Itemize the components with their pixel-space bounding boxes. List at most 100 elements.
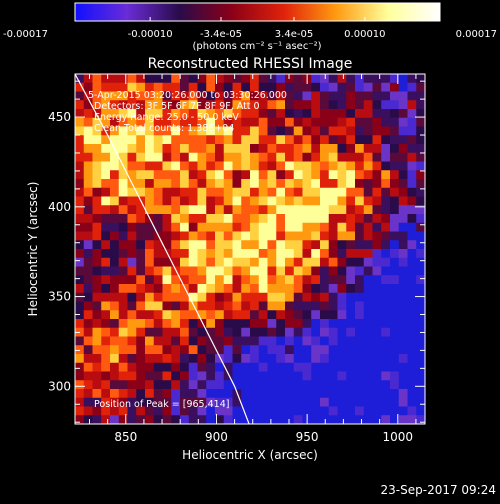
heatmap-cell [215, 109, 225, 119]
heatmap-cell [206, 144, 216, 154]
heatmap-cell [337, 214, 347, 224]
heatmap-cell [75, 415, 85, 424]
heatmap-cell [250, 214, 260, 224]
heatmap-cell [145, 82, 155, 92]
heatmap-cell [101, 371, 111, 381]
heatmap-cell [416, 109, 425, 119]
heatmap-cell [398, 380, 408, 390]
heatmap-cell [407, 240, 417, 250]
heatmap-cell [75, 126, 85, 136]
heatmap-cell [162, 152, 172, 162]
heatmap-cell [293, 170, 303, 180]
heatmap-cell [337, 406, 347, 416]
heatmap-cell [390, 222, 400, 232]
heatmap-cell [258, 117, 268, 127]
heatmap-cell [118, 135, 128, 145]
heatmap-cell [276, 82, 286, 92]
heatmap-cell [118, 214, 128, 224]
heatmap-cell [311, 214, 321, 224]
heatmap-cell [372, 179, 382, 189]
heatmap-cell [398, 196, 408, 206]
heatmap-cell [346, 126, 356, 136]
heatmap-cell [223, 91, 233, 101]
heatmap-cell [276, 275, 286, 285]
heatmap-cell [188, 222, 198, 232]
heatmap-cell [180, 397, 190, 407]
heatmap-cell [145, 257, 155, 267]
heatmap-cell [355, 91, 365, 101]
heatmap-cell [258, 266, 268, 276]
heatmap-cell [328, 187, 338, 197]
heatmap-cell [197, 161, 207, 171]
heatmap-cell [258, 196, 268, 206]
heatmap-cell [381, 284, 391, 294]
heatmap-cell [118, 327, 128, 337]
heatmap-cell [285, 179, 295, 189]
heatmap-cell [311, 205, 321, 215]
heatmap-cell [162, 126, 172, 136]
heatmap-cell [398, 345, 408, 355]
heatmap-cell [258, 275, 268, 285]
heatmap-cell [241, 406, 251, 416]
heatmap-cell [232, 327, 242, 337]
heatmap-cell [127, 109, 137, 119]
heatmap-cell [118, 371, 128, 381]
heatmap-cell [390, 170, 400, 180]
heatmap-cell [101, 310, 111, 320]
heatmap-cell [346, 345, 356, 355]
heatmap-cell [180, 406, 190, 416]
heatmap-cell [320, 380, 330, 390]
heatmap-cell [145, 187, 155, 197]
heatmap-cell [276, 179, 286, 189]
heatmap-cell [355, 144, 365, 154]
heatmap-cell [215, 205, 225, 215]
heatmap-cell [171, 222, 181, 232]
heatmap-cell [337, 170, 347, 180]
heatmap-cell [118, 301, 128, 311]
heatmap-cell [232, 257, 242, 267]
heatmap-cell [232, 135, 242, 145]
heatmap-cell [206, 301, 216, 311]
heatmap-cell [180, 292, 190, 302]
heatmap-cell [311, 74, 321, 84]
heatmap-cell [188, 214, 198, 224]
heatmap-cell [407, 310, 417, 320]
heatmap-cell [390, 336, 400, 346]
heatmap-cell [101, 187, 111, 197]
heatmap-cell [407, 284, 417, 294]
heatmap-cell [153, 222, 163, 232]
heatmap-cell [92, 389, 102, 399]
heatmap-cell [355, 310, 365, 320]
heatmap-cell [92, 266, 102, 276]
heatmap-cell [293, 249, 303, 259]
heatmap-cell [276, 196, 286, 206]
heatmap-cell [215, 126, 225, 136]
heatmap-cell [285, 389, 295, 399]
heatmap-cell [293, 231, 303, 241]
heatmap-cell [372, 319, 382, 329]
heatmap-cell [250, 336, 260, 346]
heatmap-cell [355, 205, 365, 215]
heatmap-cell [215, 371, 225, 381]
heatmap-cell [372, 266, 382, 276]
heatmap-cell [398, 82, 408, 92]
heatmap-cell [215, 240, 225, 250]
heatmap-cell [92, 406, 102, 416]
heatmap-cell [171, 161, 181, 171]
heatmap-cell [398, 240, 408, 250]
heatmap-cell [223, 371, 233, 381]
heatmap-cell [293, 144, 303, 154]
heatmap-cell [223, 354, 233, 364]
heatmap-cell [162, 161, 172, 171]
heatmap-cell [355, 126, 365, 136]
heatmap-cell [276, 117, 286, 127]
heatmap-cell [127, 135, 137, 145]
heatmap-cell [232, 82, 242, 92]
heatmap-cell [285, 196, 295, 206]
heatmap-cell [320, 240, 330, 250]
heatmap-cell [416, 196, 425, 206]
heatmap-cell [171, 152, 181, 162]
colorbar-unit-label: (photons cm⁻² s⁻¹ asec⁻²) [192, 41, 321, 52]
heatmap-cell [328, 152, 338, 162]
heatmap-cell [215, 362, 225, 372]
